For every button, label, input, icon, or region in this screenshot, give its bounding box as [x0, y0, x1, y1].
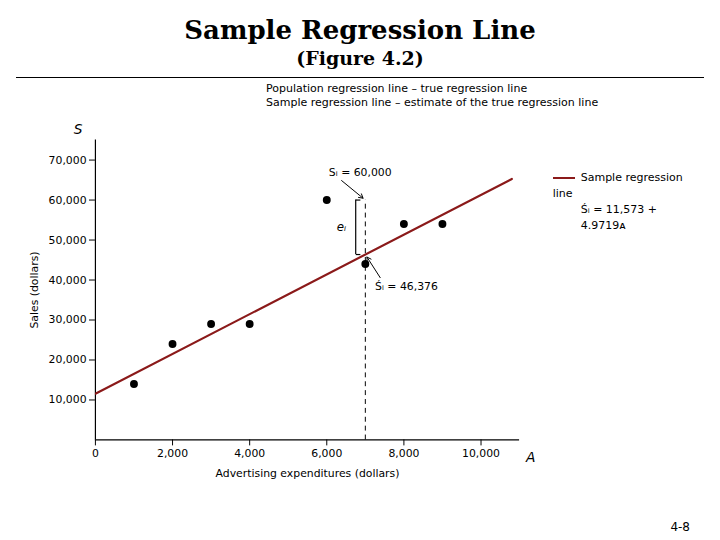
svg-text:eᵢ: eᵢ: [337, 220, 346, 234]
svg-text:S: S: [74, 121, 83, 137]
svg-text:2,000: 2,000: [157, 447, 188, 460]
html-text:Population regression line – t: Population regression line – true regres…: [266, 82, 528, 95]
svg-text:Advertising expenditures (doll: Advertising expenditures (dollars): [216, 467, 400, 480]
svg-text:8,000: 8,000: [388, 447, 419, 460]
svg-text:Sᵢ = 60,000: Sᵢ = 60,000: [329, 166, 392, 179]
html-text:(Figure 4.2): (Figure 4.2): [296, 47, 424, 69]
svg-text:4,000: 4,000: [234, 447, 265, 460]
svg-text:20,000: 20,000: [49, 353, 87, 366]
svg-text:10,000: 10,000: [462, 447, 500, 460]
html-text:4-8: 4-8: [670, 520, 690, 534]
svg-text:Sales (dollars): Sales (dollars): [28, 251, 41, 328]
svg-text:40,000: 40,000: [49, 274, 87, 287]
svg-text:Śᵢ = 46,376: Śᵢ = 46,376: [375, 279, 438, 292]
svg-text:A: A: [525, 449, 535, 465]
svg-text:70,000: 70,000: [49, 154, 87, 167]
html-text:Sample regression line – estim: Sample regression line – estimate of the…: [266, 96, 599, 109]
svg-text:50,000: 50,000: [49, 234, 87, 247]
svg-text:60,000: 60,000: [49, 194, 87, 207]
html-text:Sample Regression Line: Sample Regression Line: [184, 15, 536, 45]
svg-text:0: 0: [92, 447, 99, 460]
svg-text:10,000: 10,000: [49, 393, 87, 406]
svg-text:30,000: 30,000: [49, 313, 87, 326]
svg-text:6,000: 6,000: [311, 447, 342, 460]
html-text:Sample regression line: Sample regression line: [552, 171, 683, 200]
html-text:Śᵢ = 11,573 + 4.9719ᴀ: Śᵢ = 11,573 + 4.9719ᴀ: [580, 203, 658, 232]
